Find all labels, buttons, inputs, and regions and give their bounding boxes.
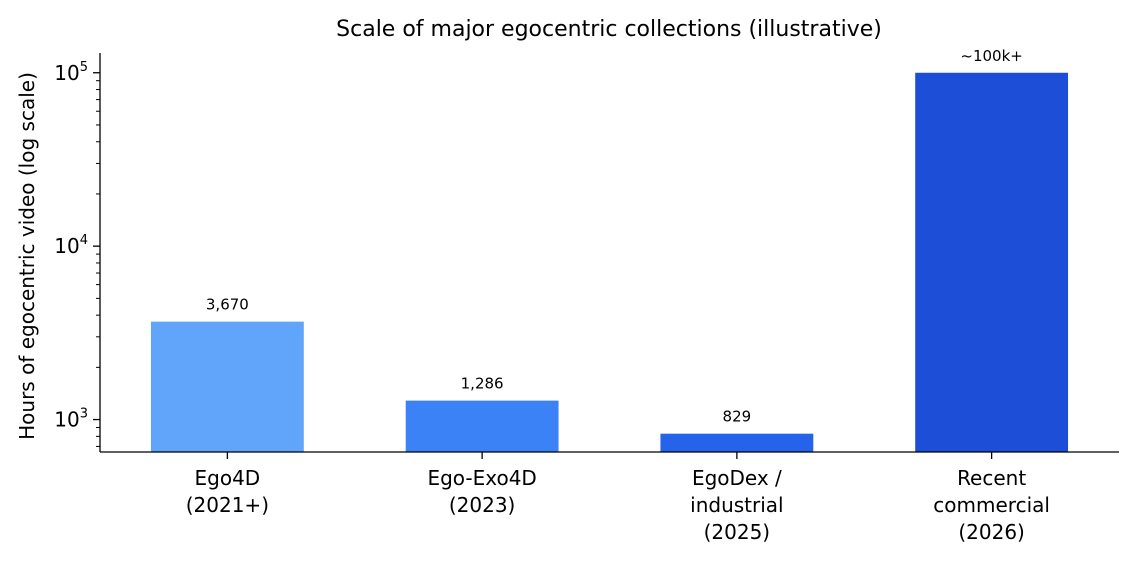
y-axis-label: Hours of egocentric video (log scale) [15,72,39,440]
bar [660,433,814,452]
plot-area: 103 104 105 3,670 Ego4D (2021+) 1,286 Ego-Exo4D… [54,47,1069,544]
x-tick-label: EgoDex / industrial (2025) [690,466,783,544]
data-label: 3,670 [206,296,249,314]
data-label: 829 [723,408,752,426]
bar [405,400,559,452]
data-label: ~100k+ [960,47,1022,65]
data-label: 1,286 [461,375,504,393]
y-tick-label: 103 [54,407,88,432]
chart-title: Scale of major egocentric collections (i… [336,17,882,42]
x-tick-label: Recent commercial (2026) [933,466,1050,544]
x-tick-label: Ego-Exo4D (2023) [427,466,536,517]
x-tick-label: Ego4D (2021+) [186,466,269,517]
y-tick-label: 105 [54,60,88,85]
bar [150,321,304,452]
y-tick-label: 104 [54,233,88,258]
bar [915,72,1069,452]
